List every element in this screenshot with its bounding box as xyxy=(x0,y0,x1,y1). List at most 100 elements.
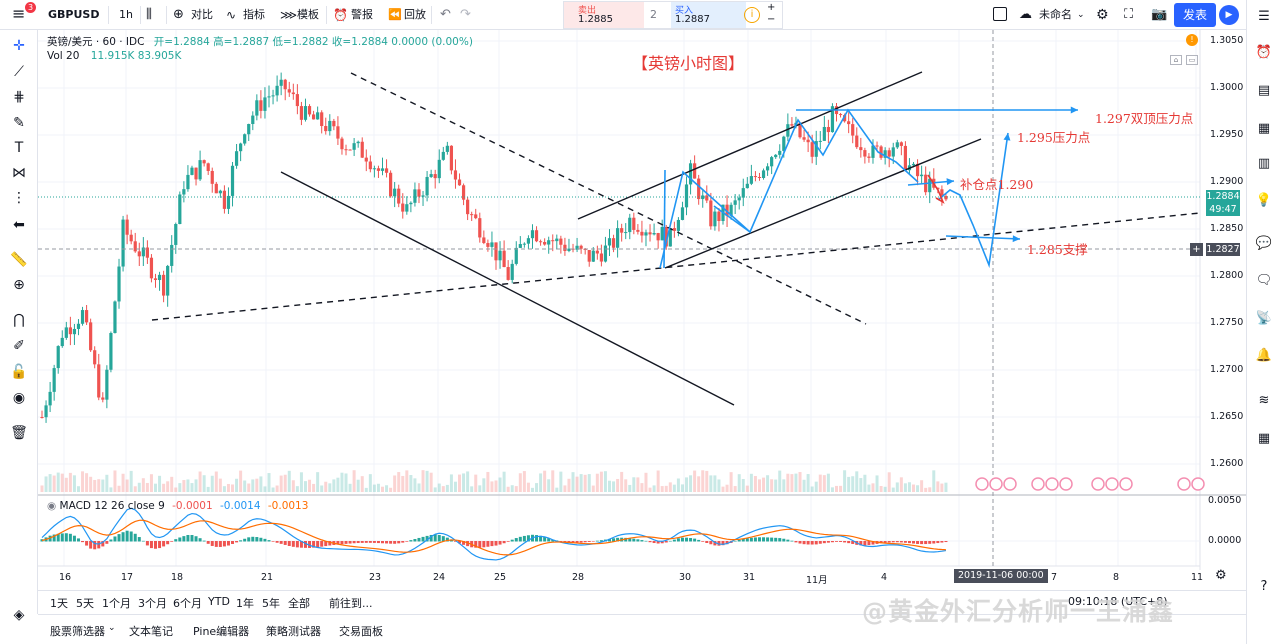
order-panel-icon[interactable]: ≋ xyxy=(1258,393,1270,408)
undo-icon[interactable]: ↶ xyxy=(440,7,451,22)
clock-display[interactable]: 09:10:18 (UTC+8) xyxy=(1068,595,1168,608)
range-button[interactable]: 6个月 xyxy=(173,597,202,610)
layout-name[interactable]: 未命名 xyxy=(1039,8,1072,21)
economic-event-icon[interactable] xyxy=(1003,477,1017,491)
menu-icon[interactable]: ≡ xyxy=(12,4,26,23)
text-icon[interactable]: T xyxy=(14,140,24,156)
economic-event-icon[interactable] xyxy=(1119,477,1133,491)
range-button[interactable]: 1年 xyxy=(236,597,254,610)
quantity-plus-icon[interactable]: + xyxy=(767,2,776,13)
broadcast-icon[interactable]: 📡 xyxy=(1255,311,1273,326)
economic-event-icon[interactable] xyxy=(1045,477,1059,491)
economic-event-icon[interactable] xyxy=(1105,477,1119,491)
chevron-down-icon[interactable]: ⌄ xyxy=(1077,10,1085,20)
info-icon[interactable]: i xyxy=(744,7,760,23)
range-button[interactable]: 1个月 xyxy=(102,597,131,610)
annotation-1290[interactable]: 补仓点1.290 xyxy=(960,177,1034,192)
sell-label: 卖出 xyxy=(578,6,597,16)
replay-button[interactable]: 回放 xyxy=(404,8,426,21)
economic-event-icon[interactable] xyxy=(975,477,989,491)
trendline-icon[interactable]: ⟋ xyxy=(14,64,24,80)
compare-button[interactable]: 对比 xyxy=(191,8,213,21)
replay-icon[interactable]: ⏪ xyxy=(388,8,402,21)
bell-icon[interactable]: 🔔 xyxy=(1255,348,1273,363)
goto-button[interactable]: 前往到... xyxy=(329,597,373,610)
indicators-button[interactable]: 指标 xyxy=(243,8,265,21)
trash-icon[interactable]: 🗑 xyxy=(10,425,28,441)
sell-button[interactable]: 卖出 1.2885 xyxy=(564,2,644,28)
watchlist-icon[interactable]: ☰ xyxy=(1258,9,1270,24)
annotation-1285[interactable]: 1.285支撑 xyxy=(1027,242,1088,257)
chart-title-annotation[interactable]: 【英镑小时图】 xyxy=(632,54,745,73)
news-icon[interactable]: ▦ xyxy=(1257,121,1271,136)
tab-text-notes[interactable]: 文本笔记 xyxy=(129,625,173,638)
interval-selector[interactable]: 1h xyxy=(119,8,133,21)
economic-event-icon[interactable] xyxy=(989,477,1003,491)
economic-event-icon[interactable] xyxy=(1059,477,1073,491)
gear-icon[interactable]: ⚙ xyxy=(1096,7,1109,23)
templates-button[interactable]: 模板 xyxy=(297,8,319,21)
tab-strategy-tester[interactable]: 策略测试器 xyxy=(266,625,321,638)
tab-pine-editor[interactable]: Pine编辑器 xyxy=(193,625,250,638)
compare-icon[interactable]: ⊕ xyxy=(173,7,184,22)
zoom-in-icon[interactable]: ⊕ xyxy=(13,277,25,293)
prediction-icon[interactable]: ⋮ xyxy=(12,190,26,206)
economic-event-icon[interactable] xyxy=(1091,477,1105,491)
calendar-icon[interactable]: ▥ xyxy=(1257,156,1271,171)
range-button[interactable]: 全部 xyxy=(288,597,310,610)
magnet-icon[interactable]: ⋂ xyxy=(13,312,25,328)
cloud-icon[interactable]: ☁ xyxy=(1019,7,1032,22)
symbol-search[interactable]: GBPUSD xyxy=(48,8,100,21)
pattern-icon[interactable]: ⋈ xyxy=(12,165,26,181)
range-button[interactable]: 3个月 xyxy=(138,597,167,610)
ruler-icon[interactable]: 📏 xyxy=(10,252,28,268)
range-button[interactable]: YTD xyxy=(208,595,230,608)
alert-button[interactable]: 警报 xyxy=(351,8,373,21)
camera-icon[interactable]: 📷 xyxy=(1151,7,1168,22)
add-alert-icon[interactable]: + xyxy=(1190,243,1203,256)
settings-small-icon[interactable]: ▭ xyxy=(1186,55,1198,65)
help-icon[interactable]: ? xyxy=(1260,579,1268,594)
chevron-down-icon[interactable]: ⌄ xyxy=(108,623,116,633)
buy-button[interactable]: 买入 1.2887 xyxy=(671,2,746,28)
publish-button[interactable]: 发表 xyxy=(1174,3,1216,27)
dom-icon[interactable]: ▦ xyxy=(1257,431,1271,446)
tab-stock-screener[interactable]: 股票筛选器 xyxy=(50,625,105,638)
fullscreen-icon[interactable]: ⛶ xyxy=(1124,7,1134,22)
eye-icon[interactable]: ◉ xyxy=(12,390,26,406)
collapse-icon[interactable]: ⌂ xyxy=(1170,55,1182,65)
annotation-1297[interactable]: 1.297双顶压力点 xyxy=(1095,111,1194,126)
idea-icon[interactable]: 💡 xyxy=(1255,193,1273,208)
play-icon[interactable]: ▶ xyxy=(1219,5,1239,25)
layers-icon[interactable]: ◈ xyxy=(13,607,25,623)
data-window-icon[interactable]: ▤ xyxy=(1257,83,1271,98)
range-button[interactable]: 5年 xyxy=(262,597,280,610)
quantity-minus-icon[interactable]: − xyxy=(767,14,776,25)
lock-drawing-icon[interactable]: ✐ xyxy=(13,338,25,354)
economic-event-icon[interactable] xyxy=(1191,477,1205,491)
message-icon[interactable]: 🗨 xyxy=(1255,273,1273,288)
eye-icon[interactable]: ◉ xyxy=(47,500,57,512)
indicators-icon[interactable]: ∿ xyxy=(226,8,237,22)
crosshair-icon[interactable]: ✛ xyxy=(13,38,25,54)
range-button[interactable]: 1天 xyxy=(50,597,68,610)
layout-select-icon[interactable] xyxy=(993,7,1007,21)
alert-badge-icon[interactable]: ! xyxy=(1186,34,1198,46)
brush-icon[interactable]: ✎ xyxy=(13,115,25,131)
economic-event-icon[interactable] xyxy=(1177,477,1191,491)
range-button[interactable]: 5天 xyxy=(76,597,94,610)
redo-icon[interactable]: ↷ xyxy=(460,7,471,22)
templates-icon[interactable]: ⋙ xyxy=(280,8,298,22)
economic-event-icon[interactable] xyxy=(1031,477,1045,491)
alert-icon[interactable]: ⏰ xyxy=(333,8,348,22)
chart-area[interactable] xyxy=(38,30,1246,590)
candle-style-icon[interactable]: ⫼ xyxy=(146,7,152,22)
tab-trading-panel[interactable]: 交易面板 xyxy=(339,625,383,638)
fib-icon[interactable]: ⋕ xyxy=(13,89,25,105)
lock-icon[interactable]: 🔓 xyxy=(10,364,28,380)
annotation-1295[interactable]: 1.295压力点 xyxy=(1017,130,1091,145)
back-arrow-icon[interactable]: ⬅ xyxy=(13,217,25,233)
axis-settings-icon[interactable]: ⚙ xyxy=(1215,568,1227,583)
chat-icon[interactable]: 💬 xyxy=(1255,236,1273,251)
alarm-clock-icon[interactable]: ⏰ xyxy=(1255,45,1273,60)
